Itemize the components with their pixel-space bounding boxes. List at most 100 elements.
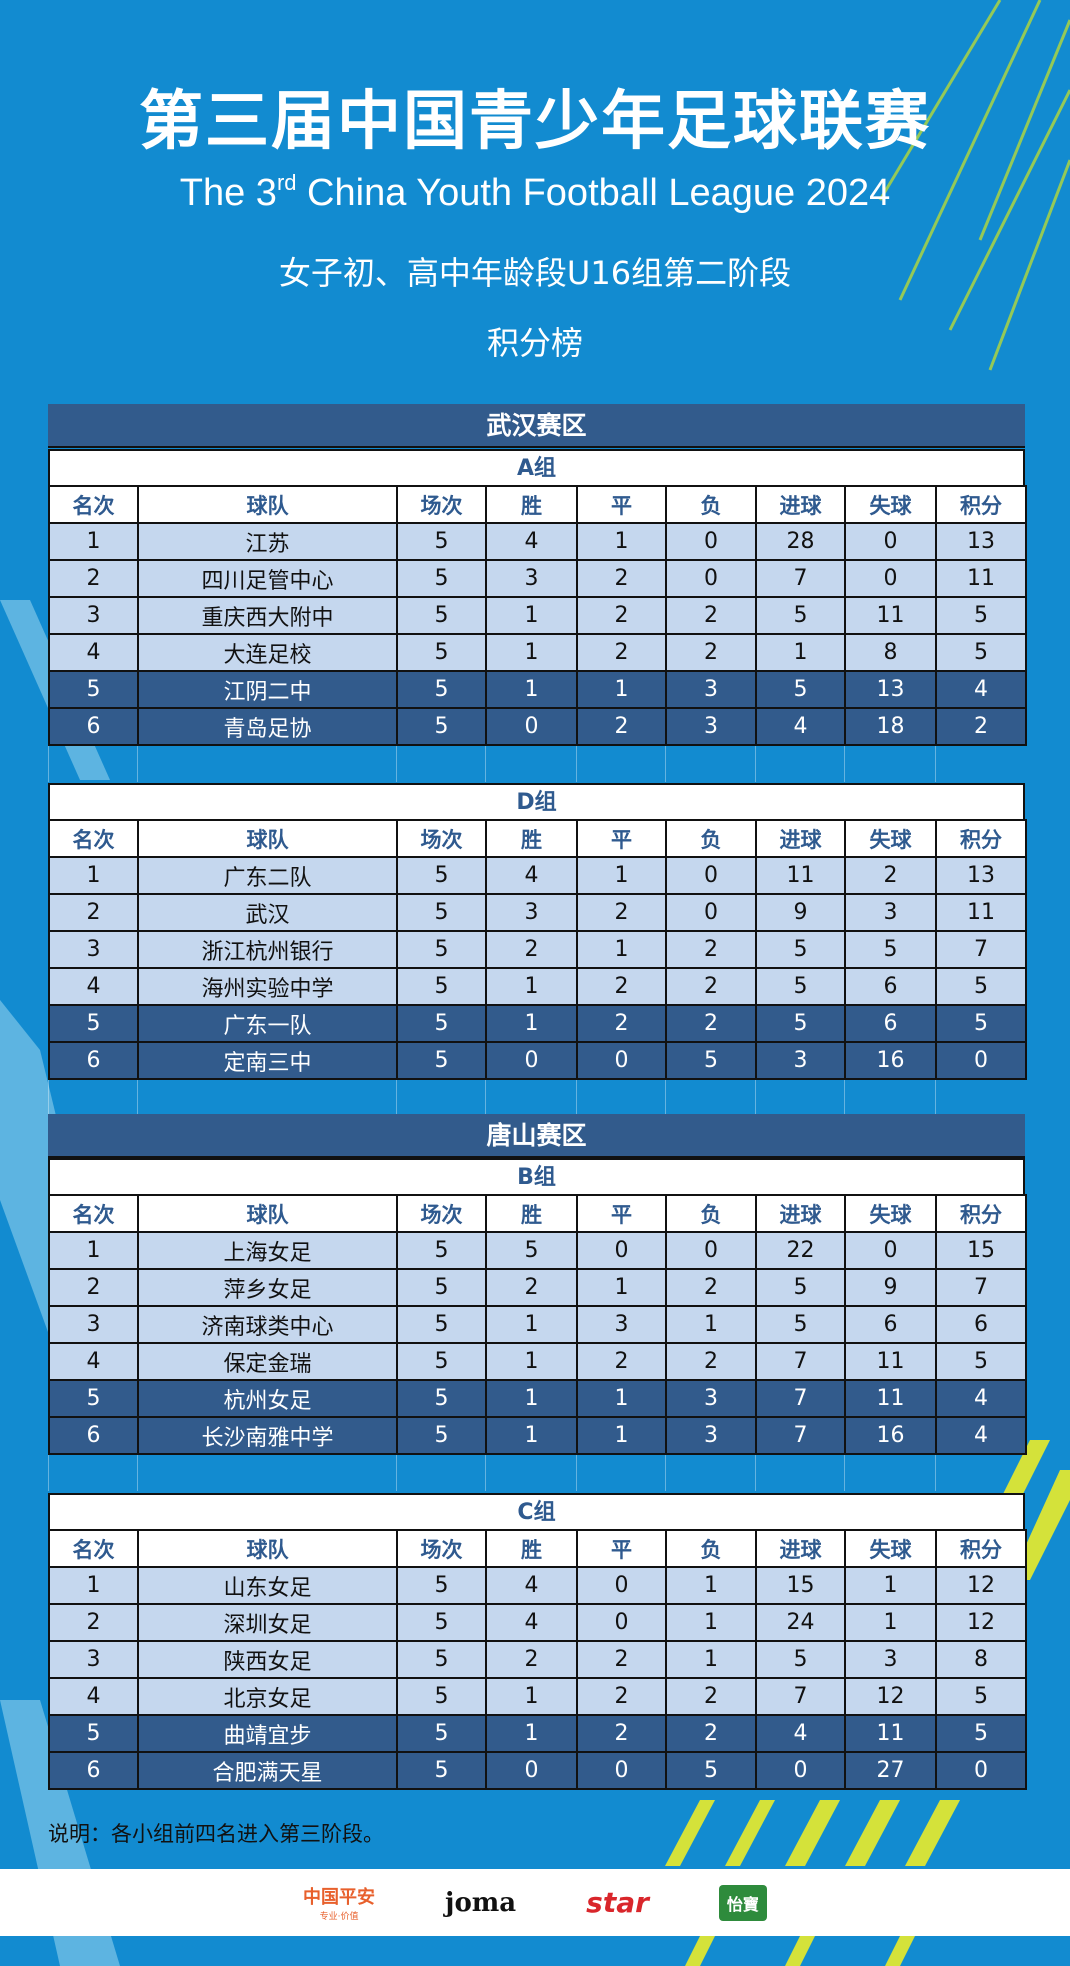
- cell: 5: [665, 1041, 757, 1080]
- cell: 6: [48, 1751, 139, 1790]
- cell: 5: [396, 1268, 487, 1307]
- cell: 5: [396, 1416, 487, 1455]
- cell: 5: [48, 670, 139, 709]
- cell: 5: [396, 1603, 487, 1642]
- sponsor-joma-logo: Joma: [445, 1887, 517, 1918]
- cell: 定南三中: [137, 1041, 398, 1080]
- cell: 2: [48, 893, 139, 932]
- cell: 7: [755, 1677, 846, 1716]
- cell: 5: [755, 1268, 846, 1307]
- cell: 1: [48, 522, 139, 561]
- cell: 5: [396, 596, 487, 635]
- cell: 2: [576, 559, 667, 598]
- table-row: 5 曲靖宜步 5 1 2 2 4 11 5: [48, 1714, 1027, 1753]
- cell: 2: [48, 559, 139, 598]
- group-table: D组 名次 球队 场次胜平负进球 失球 积分 1 广东二队 5 4 1 0 11 2 13 2 武汉 5 3 2 0 9 3…: [48, 783, 1027, 1116]
- cell: 5: [396, 856, 487, 895]
- cell: 0: [485, 1041, 578, 1080]
- cell: 13: [935, 856, 1027, 895]
- table-row: 6 长沙南雅中学 5 1 1 3 7 16 4: [48, 1416, 1027, 1455]
- cell: 1: [48, 1231, 139, 1270]
- column-header: 名次: [48, 1194, 139, 1233]
- cell: 11: [844, 596, 937, 635]
- cell: 合肥满天星: [137, 1751, 398, 1790]
- column-header: 失球: [844, 819, 937, 858]
- table-row: 1 广东二队 5 4 1 0 11 2 13: [48, 856, 1027, 895]
- cell: 1: [665, 1640, 757, 1679]
- cell: 11: [935, 893, 1027, 932]
- cell: 0: [935, 1041, 1027, 1080]
- column-header: 胜: [485, 1529, 578, 1568]
- cell: 5: [935, 967, 1027, 1006]
- cell: 5: [935, 1004, 1027, 1043]
- cell: 1: [665, 1566, 757, 1605]
- cell: 1: [485, 1305, 578, 1344]
- cell: 1: [844, 1603, 937, 1642]
- column-header: 名次: [48, 1529, 139, 1568]
- cell: 2: [576, 893, 667, 932]
- column-header: 名次: [48, 819, 139, 858]
- sponsor-bar: 中国平安 专业·价值 Joma star 怡寶: [0, 1869, 1070, 1936]
- column-header: 进球: [755, 819, 846, 858]
- cell: 5: [48, 1379, 139, 1418]
- group-table: C组 名次 球队 场次胜平负进球 失球 积分 1 山东女足 5 4 0 1 15 1 12 2 深圳女足 5 4 0 1…: [48, 1493, 1027, 1790]
- header-row: 名次 球队 场次胜平负进球 失球 积分: [48, 819, 1027, 858]
- cell: 武汉: [137, 893, 398, 932]
- cell: 7: [755, 559, 846, 598]
- table-row: 3 济南球类中心 5 1 3 1 5 6 6: [48, 1305, 1027, 1344]
- cell: 1: [576, 1416, 667, 1455]
- cell: 深圳女足: [137, 1603, 398, 1642]
- cell: 0: [665, 559, 757, 598]
- title-english: The 3rd China Youth Football League 2024: [0, 170, 1070, 215]
- column-header: 胜: [485, 819, 578, 858]
- cell: 1: [576, 1268, 667, 1307]
- cell: 7: [935, 930, 1027, 969]
- cell: 0: [935, 1751, 1027, 1790]
- cell: 6: [48, 1041, 139, 1080]
- cell: 9: [844, 1268, 937, 1307]
- title-en-post: China Youth Football League 2024: [296, 172, 891, 214]
- cell: 5: [396, 893, 487, 932]
- title-en-pre: The 3: [179, 172, 277, 214]
- cell: 2: [48, 1268, 139, 1307]
- sponsor-tagline: 专业·价值: [319, 1912, 359, 1922]
- cell: 24: [755, 1603, 846, 1642]
- cell: 5: [396, 1342, 487, 1381]
- column-header: 球队: [137, 819, 398, 858]
- cell: 2: [665, 596, 757, 635]
- cell: 2: [665, 1004, 757, 1043]
- cell: 5: [396, 559, 487, 598]
- table-row: 2 深圳女足 5 4 0 1 24 1 12: [48, 1603, 1027, 1642]
- cell: 5: [935, 633, 1027, 672]
- column-header: 负: [665, 485, 757, 524]
- cell: 1: [485, 670, 578, 709]
- cell: 4: [48, 967, 139, 1006]
- cell: 4: [485, 856, 578, 895]
- cell: 0: [844, 522, 937, 561]
- cell: 0: [665, 1231, 757, 1270]
- cell: 5: [935, 1677, 1027, 1716]
- cell: 2: [576, 1640, 667, 1679]
- cell: 5: [755, 596, 846, 635]
- cell: 2: [665, 930, 757, 969]
- cell: 0: [576, 1041, 667, 1080]
- cell: 5: [396, 930, 487, 969]
- column-header: 积分: [935, 1529, 1027, 1568]
- table-row: 5 江阴二中 5 1 1 3 5 13 4: [48, 670, 1027, 709]
- column-header: 失球: [844, 1194, 937, 1233]
- spacer: [48, 746, 1025, 782]
- cell: 2: [576, 633, 667, 672]
- cell: 2: [844, 856, 937, 895]
- cell: 11: [935, 559, 1027, 598]
- cell: 6: [48, 1416, 139, 1455]
- cell: 18: [844, 707, 937, 746]
- cell: 3: [665, 1416, 757, 1455]
- cell: 5: [396, 670, 487, 709]
- column-header: 平: [576, 485, 667, 524]
- cell: 2: [665, 1342, 757, 1381]
- cell: 广东一队: [137, 1004, 398, 1043]
- table-row: 4 保定金瑞 5 1 2 2 7 11 5: [48, 1342, 1027, 1381]
- cell: 3: [576, 1305, 667, 1344]
- cell: 15: [935, 1231, 1027, 1270]
- cell: 11: [844, 1714, 937, 1753]
